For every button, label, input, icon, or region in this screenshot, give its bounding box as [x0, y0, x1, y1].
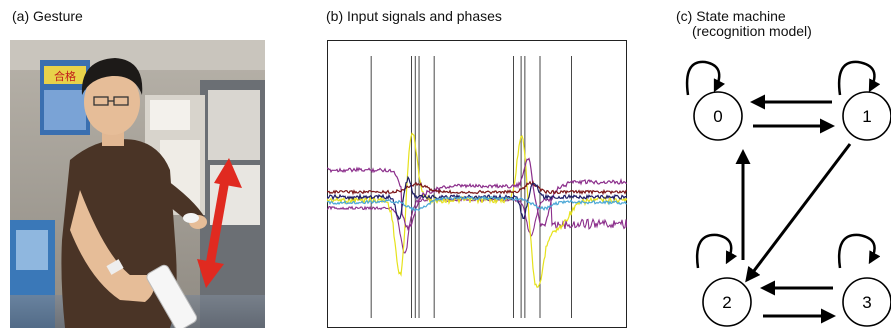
signal-trace-navy: [327, 175, 627, 221]
svg-text:合格: 合格: [54, 69, 76, 83]
state-2: 2: [702, 277, 752, 327]
transition-1-to-2: [745, 143, 852, 283]
svg-text:2: 2: [722, 293, 731, 312]
signals-caption: (b) Input signals and phases: [326, 8, 502, 24]
signal-trace-purple: [327, 157, 627, 232]
state-machine-subcaption: (recognition model): [692, 23, 812, 39]
poster: 合格: [40, 60, 90, 135]
svg-text:0: 0: [713, 107, 722, 126]
plot-frame: [327, 40, 627, 328]
self-loop-2: [695, 233, 738, 269]
person: [61, 58, 207, 328]
gesture-photo: 合格: [10, 40, 265, 328]
state-3: 3: [842, 277, 891, 327]
signal-trace-light-blue: [327, 195, 627, 213]
svg-text:1: 1: [862, 107, 871, 126]
self-loop-0: [685, 60, 726, 96]
signal-plot: [327, 40, 627, 328]
motion-arrow: [197, 158, 242, 288]
state-0: 0: [693, 91, 743, 141]
state-machine-caption: (c) State machine: [676, 8, 786, 24]
signal-trace-dark-red: [327, 180, 627, 196]
gesture-caption: (a) Gesture: [12, 8, 83, 24]
self-loop-3: [837, 233, 881, 269]
state-1: 1: [842, 91, 891, 141]
state-machine-diagram: 0 1 2 3: [685, 60, 891, 327]
signal-lines: [327, 132, 627, 288]
svg-text:3: 3: [862, 293, 871, 312]
phase-lines: [370, 56, 572, 318]
self-loop-1: [837, 60, 881, 96]
